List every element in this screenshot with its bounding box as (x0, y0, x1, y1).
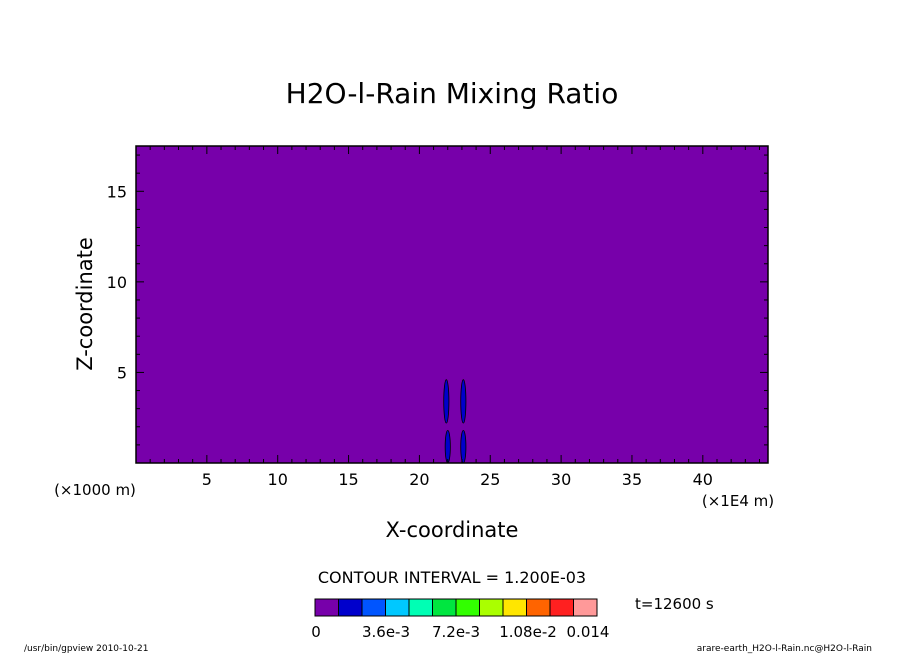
tick-layer: 5 10 15 20 25 30 35 40 5 10 15 (107, 146, 768, 489)
x-axis-label: X-coordinate (386, 518, 519, 542)
x-tick-label: 30 (551, 470, 571, 489)
x-tick-label: 20 (409, 470, 429, 489)
contour-feature-4 (460, 429, 467, 464)
x-tick-label: 10 (268, 470, 288, 489)
y-axis-label: Z-coordinate (73, 237, 97, 371)
colorbar-label: 1.08e-2 (499, 623, 557, 641)
x-axis-unit-left: (×1000 m) (54, 481, 136, 499)
colorbar-swatch (314, 598, 339, 617)
contour-feature-3 (460, 379, 467, 424)
colorbar-swatch (432, 598, 457, 617)
colorbar: 0 3.6e-3 7.2e-3 1.08e-2 0.014 (311, 598, 610, 641)
colorbar-label: 0 (311, 623, 321, 641)
x-axis-unit-right: (×1E4 m) (702, 492, 774, 510)
colorbar-swatch (361, 598, 386, 617)
colorbar-swatch (549, 598, 574, 617)
plot-area (136, 146, 768, 463)
contour-feature-2 (444, 429, 451, 464)
x-tick-label: 5 (202, 470, 212, 489)
colorbar-swatch (338, 598, 363, 617)
chart-title: H2O-l-Rain Mixing Ratio (286, 77, 619, 110)
contour-interval: CONTOUR INTERVAL = 1.200E-03 (318, 568, 586, 587)
colorbar-swatch (455, 598, 480, 617)
colorbar-swatch (385, 598, 410, 617)
colorbar-swatch (408, 598, 433, 617)
plot-frame (135, 145, 769, 464)
x-tick-label: 40 (693, 470, 713, 489)
colorbar-label: 7.2e-3 (432, 623, 480, 641)
x-tick-label: 25 (480, 470, 500, 489)
y-tick-label: 5 (117, 363, 127, 382)
y-tick-label: 15 (107, 182, 127, 201)
time-label: t=12600 s (635, 595, 714, 613)
x-tick-label: 35 (622, 470, 642, 489)
footer-left: /usr/bin/gpview 2010-10-21 (24, 644, 148, 654)
colorbar-swatch (502, 598, 527, 617)
y-tick-label: 10 (107, 273, 127, 292)
footer-right: arare-earth_H2O-l-Rain.nc@H2O-l-Rain (697, 644, 872, 654)
colorbar-swatch (479, 598, 504, 617)
x-tick-label: 15 (338, 470, 358, 489)
colorbar-swatch (526, 598, 551, 617)
colorbar-label: 0.014 (567, 623, 610, 641)
colorbar-swatch (573, 598, 598, 617)
colorbar-label: 3.6e-3 (362, 623, 410, 641)
feature-layer (443, 379, 467, 464)
contour-feature-1 (443, 379, 450, 424)
